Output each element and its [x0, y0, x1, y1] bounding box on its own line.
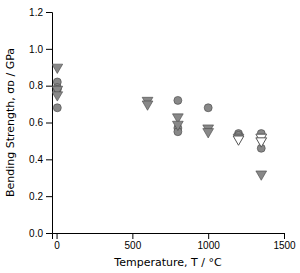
x-tick: 1000 [198, 233, 221, 251]
point [256, 171, 267, 180]
y-axis-line [46, 13, 53, 234]
y-tick-label: 0.8 [29, 80, 43, 91]
y-tick-label: 0.6 [29, 117, 43, 128]
y-tick-label: 1.0 [29, 44, 43, 55]
point [52, 64, 63, 73]
x-tick-label: 0 [54, 240, 60, 251]
y-axis-title: Bending Strength, σᴅ / GPa [4, 48, 17, 197]
point [172, 121, 183, 130]
point [142, 101, 153, 110]
y-tick: 1.0 [29, 44, 52, 55]
point [256, 138, 267, 147]
series-circle [53, 78, 265, 152]
y-tick: 0.4 [29, 154, 52, 165]
x-axis: 0 500 1000 1500 [53, 233, 297, 251]
point [53, 104, 61, 112]
x-tick-label: 1000 [198, 240, 221, 251]
y-tick-mark [46, 159, 52, 160]
x-tick-mark [208, 233, 209, 239]
y-tick-mark [46, 123, 52, 124]
points [52, 64, 267, 180]
point [52, 92, 63, 101]
point [174, 96, 182, 104]
series-triangle-down-open [233, 134, 266, 147]
plot-area: 0 500 1000 1500 0.0 0.2 0.4 0.6 0.8 1.0 1.2 Tempera… [4, 7, 296, 269]
series-triangle-down [52, 64, 267, 180]
y-tick: 0.6 [29, 117, 52, 128]
point [203, 129, 214, 138]
x-tick-mark [284, 233, 285, 239]
y-tick-mark [46, 233, 52, 234]
y-tick: 0.0 [29, 228, 52, 239]
x-tick: 500 [125, 233, 142, 251]
x-tick-label: 1500 [273, 240, 296, 251]
y-tick-mark [46, 12, 52, 13]
x-axis-line [53, 234, 285, 240]
y-tick: 1.2 [29, 7, 52, 18]
y-tick-mark [46, 49, 52, 50]
x-tick: 0 [54, 233, 60, 251]
point [204, 104, 212, 112]
x-tick-label: 500 [125, 240, 142, 251]
y-tick-label: 0.4 [29, 154, 43, 165]
y-tick-label: 0.2 [29, 191, 43, 202]
y-tick: 0.8 [29, 80, 52, 91]
y-tick-mark [46, 196, 52, 197]
y-tick-mark [46, 86, 52, 87]
point [233, 136, 244, 145]
y-axis: 0.0 0.2 0.4 0.6 0.8 1.0 1.2 [29, 7, 52, 239]
x-tick: 1500 [273, 233, 296, 251]
y-tick: 0.2 [29, 191, 52, 202]
x-tick-mark [57, 233, 58, 239]
chart: 0 500 1000 1500 0.0 0.2 0.4 0.6 0.8 1.0 1.2 Tempera… [0, 0, 300, 273]
x-tick-mark [132, 233, 133, 239]
x-axis-title: Temperature, T / °C [113, 256, 222, 269]
y-tick-label: 1.2 [29, 7, 43, 18]
y-tick-label: 0.0 [29, 228, 43, 239]
